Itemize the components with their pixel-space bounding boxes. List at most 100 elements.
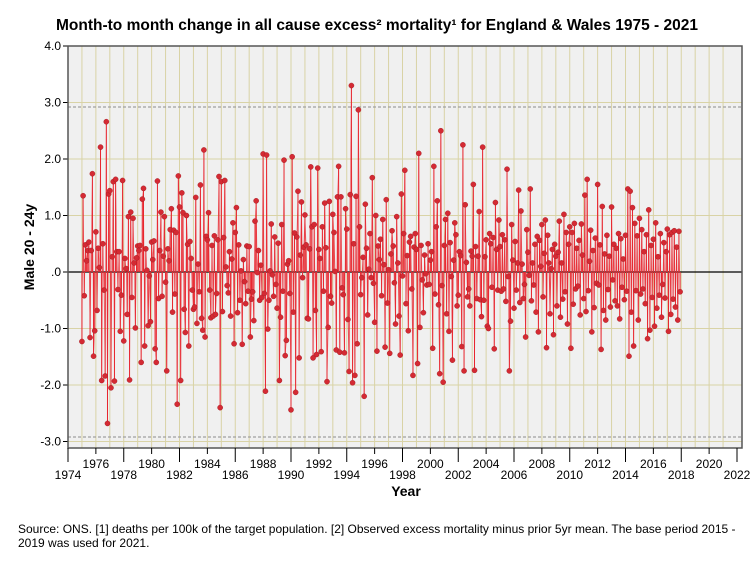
data-point xyxy=(132,325,139,331)
data-point xyxy=(209,242,215,249)
x-tick-label: 2016 xyxy=(640,457,667,471)
data-point xyxy=(252,218,258,224)
data-point xyxy=(410,372,416,379)
data-point xyxy=(535,329,542,335)
data-point xyxy=(634,233,640,239)
x-tick-label: 2004 xyxy=(473,457,500,471)
data-point xyxy=(104,420,111,427)
data-point xyxy=(350,240,357,247)
x-tick-label: 2008 xyxy=(529,457,556,471)
data-point xyxy=(658,314,665,321)
data-point xyxy=(537,263,544,270)
data-point xyxy=(338,194,344,200)
data-point xyxy=(192,194,199,201)
data-point xyxy=(568,345,574,352)
data-point xyxy=(566,223,573,230)
data-point xyxy=(130,215,136,222)
footnote: Source: ONS. [1] deaths per 100k of the … xyxy=(18,522,736,550)
data-point xyxy=(536,237,543,244)
data-point xyxy=(440,379,446,385)
data-point xyxy=(89,170,96,177)
data-point xyxy=(444,210,451,217)
data-point xyxy=(640,286,646,292)
data-point xyxy=(506,368,513,374)
data-point xyxy=(514,260,521,266)
x-tick-label: 2012 xyxy=(584,457,611,471)
data-point xyxy=(223,264,229,270)
data-point xyxy=(447,239,453,246)
data-point xyxy=(397,352,403,358)
data-point xyxy=(268,221,275,227)
data-point xyxy=(335,163,342,170)
data-point xyxy=(527,186,534,192)
data-point xyxy=(563,229,570,236)
data-point xyxy=(505,273,511,280)
data-point xyxy=(332,268,338,275)
data-point xyxy=(528,298,535,304)
data-point xyxy=(386,350,393,357)
data-point xyxy=(631,220,638,227)
data-point xyxy=(621,296,628,303)
chart: 4.03.02.01.0.0-1.0-2.0-3.019741976197819… xyxy=(21,39,751,499)
data-point xyxy=(328,300,335,306)
data-point xyxy=(592,235,599,241)
data-point xyxy=(220,234,227,241)
data-point xyxy=(327,293,334,300)
data-point xyxy=(550,331,557,338)
data-point xyxy=(595,282,602,288)
data-point xyxy=(667,311,674,318)
data-point xyxy=(323,244,329,251)
data-point xyxy=(245,288,251,295)
data-point xyxy=(417,324,423,331)
data-point xyxy=(556,218,563,224)
data-point xyxy=(283,337,290,344)
data-point xyxy=(636,215,643,222)
data-point xyxy=(501,236,508,243)
data-point xyxy=(659,281,666,288)
data-point xyxy=(117,328,124,335)
data-point xyxy=(313,351,320,358)
data-point xyxy=(302,212,308,218)
data-point xyxy=(320,288,327,295)
data-point xyxy=(330,211,336,218)
data-point xyxy=(389,227,395,234)
y-tick-label: -3.0 xyxy=(40,435,61,449)
data-point xyxy=(475,253,481,259)
data-point xyxy=(348,82,355,89)
data-point xyxy=(515,187,522,193)
data-point xyxy=(627,188,633,195)
data-point xyxy=(481,297,487,304)
data-point xyxy=(645,207,652,213)
data-point xyxy=(433,223,439,230)
data-point xyxy=(235,242,242,248)
data-point xyxy=(463,259,470,266)
data-point xyxy=(425,240,431,247)
data-point xyxy=(232,229,239,236)
data-point xyxy=(442,216,449,223)
x-tick-label: 1986 xyxy=(222,468,249,482)
data-point xyxy=(507,318,514,324)
data-point xyxy=(306,246,313,252)
data-point xyxy=(246,243,252,250)
x-tick-label: 1988 xyxy=(250,457,277,471)
data-point xyxy=(163,368,170,374)
data-point xyxy=(533,309,539,315)
data-point xyxy=(462,201,469,208)
data-point xyxy=(523,226,530,233)
data-point xyxy=(116,248,122,255)
data-point xyxy=(237,297,243,304)
data-point xyxy=(233,204,240,211)
data-point xyxy=(461,368,467,374)
data-point xyxy=(336,349,343,356)
data-point xyxy=(299,274,306,281)
data-point xyxy=(255,247,262,254)
data-point xyxy=(230,220,236,226)
data-point xyxy=(385,266,392,273)
data-point xyxy=(228,256,235,262)
plot-border xyxy=(67,45,743,449)
data-point xyxy=(604,232,610,239)
data-point xyxy=(670,296,676,302)
y-tick-label: .0 xyxy=(51,265,61,279)
data-point xyxy=(615,230,622,237)
x-tick-label: 2006 xyxy=(501,468,528,482)
